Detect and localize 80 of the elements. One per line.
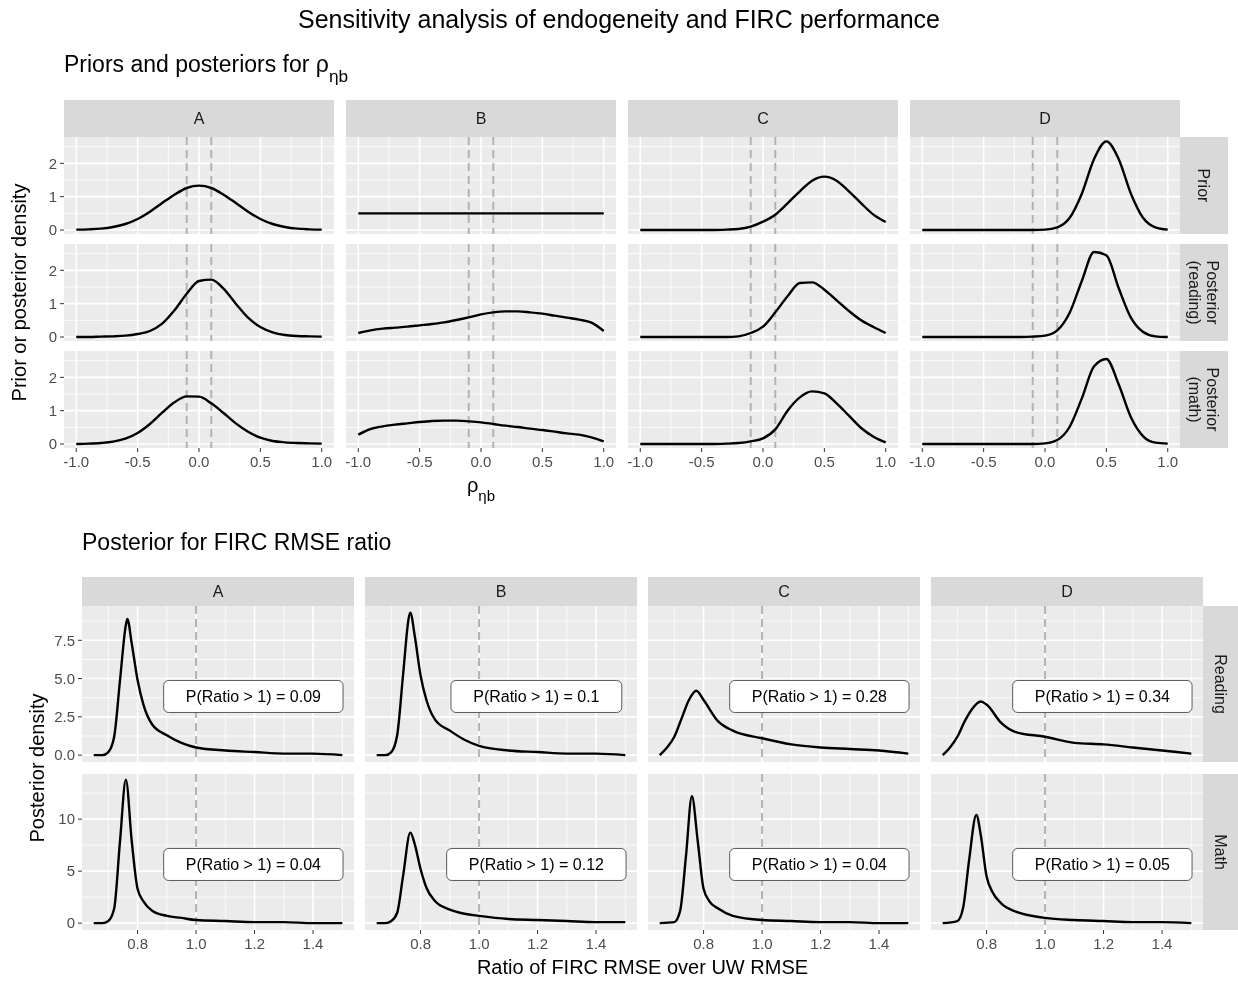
x-tick-label: 1.0 xyxy=(311,453,333,470)
y-tick-label: 2 xyxy=(48,154,57,172)
annotation: P(Ratio > 1) = 0.04 xyxy=(185,856,322,874)
x-tick-label: 0.5 xyxy=(813,453,835,470)
x-tick-label: -0.5 xyxy=(970,453,997,470)
chart-subtitle: Posterior for FIRC RMSE ratio xyxy=(82,529,392,555)
x-tick-label: -1.0 xyxy=(345,453,372,470)
x-axis-title: Ratio of FIRC RMSE over UW RMSE xyxy=(476,956,809,978)
chart-title: B xyxy=(475,110,487,128)
x-tick-label: 1.4 xyxy=(302,935,324,952)
x-tick-label: 0.5 xyxy=(1095,453,1117,470)
x-tick-label: 1.4 xyxy=(868,935,890,952)
x-tick-label: 1.2 xyxy=(527,935,548,952)
y-tick-label: 1 xyxy=(48,294,57,312)
x-tick-label: -0.5 xyxy=(124,453,151,470)
y-tick-label: 5.0 xyxy=(54,669,75,687)
y2-axis-title: Prior xyxy=(1195,168,1213,204)
x-tick-label: 0.0 xyxy=(752,453,774,470)
x-tick-label: 1.0 xyxy=(875,453,897,470)
annotation: P(Ratio > 1) = 0.04 xyxy=(751,856,888,874)
x-tick-label: 1.0 xyxy=(1034,935,1056,952)
y-tick-label: 2 xyxy=(48,368,57,386)
y-tick-label: 0 xyxy=(48,328,57,346)
y-tick-label: 0 xyxy=(48,221,57,239)
text: Sensitivity analysis of endogeneity and FIRC performance xyxy=(298,5,940,33)
x-tick-label: 1.4 xyxy=(1151,935,1173,952)
x-tick-label: 0.0 xyxy=(1034,453,1056,470)
y-tick-label: 5 xyxy=(66,862,75,880)
x-tick-label: 0.5 xyxy=(249,453,271,470)
y-tick-label: 1 xyxy=(48,187,57,205)
annotation: P(Ratio > 1) = 0.28 xyxy=(751,688,888,706)
x-tick-label: 1.2 xyxy=(1093,935,1114,952)
chart-subtitle: Priors and posteriors for ρ$_{ηb}$ xyxy=(64,51,349,86)
chart-title: D xyxy=(1039,110,1051,128)
y-tick-label: 0.0 xyxy=(54,746,75,764)
y-tick-label: 1 xyxy=(48,401,57,419)
chart-title: B xyxy=(495,583,507,601)
y-axis-title: Prior or posterior density xyxy=(8,183,30,402)
x-tick-label: -0.5 xyxy=(406,453,433,470)
x-tick-label: 0.0 xyxy=(188,453,210,470)
y2-axis-title: Reading xyxy=(1212,654,1230,714)
x-axis-title: ρ$_{ηb}$ xyxy=(466,474,496,504)
annotation: P(Ratio > 1) = 0.09 xyxy=(185,688,322,706)
x-tick-label: 1.0 xyxy=(185,935,207,952)
x-tick-label: 0.8 xyxy=(693,935,714,952)
y2-axis-title: Math xyxy=(1212,834,1230,870)
x-tick-label: -1.0 xyxy=(63,453,90,470)
chart-title: C xyxy=(757,110,769,128)
x-tick-label: -1.0 xyxy=(909,453,936,470)
x-tick-label: 1.0 xyxy=(751,935,773,952)
x-tick-label: 1.2 xyxy=(244,935,265,952)
y-tick-label: 7.5 xyxy=(54,631,75,649)
y-tick-label: 2 xyxy=(48,261,57,279)
y-tick-label: 10 xyxy=(58,810,75,828)
x-tick-label: 0.8 xyxy=(976,935,997,952)
y-axis-title: Posterior density xyxy=(26,693,48,843)
y-tick-label: 0 xyxy=(48,435,57,453)
y-tick-label: 2.5 xyxy=(54,708,75,726)
annotation: P(Ratio > 1) = 0.1 xyxy=(473,688,600,706)
x-tick-label: 1.0 xyxy=(593,453,615,470)
chart-title: D xyxy=(1061,583,1073,601)
x-tick-label: 1.0 xyxy=(468,935,490,952)
chart-title: A xyxy=(193,110,205,128)
x-tick-label: 1.2 xyxy=(810,935,831,952)
chart-title: C xyxy=(778,583,790,601)
x-tick-label: 0.8 xyxy=(410,935,431,952)
x-tick-label: 1.0 xyxy=(1157,453,1179,470)
annotation: P(Ratio > 1) = 0.34 xyxy=(1034,688,1171,706)
x-tick-label: 1.4 xyxy=(585,935,607,952)
chart-title: A xyxy=(212,583,224,601)
x-tick-label: -0.5 xyxy=(688,453,715,470)
x-tick-label: 0.8 xyxy=(127,935,148,952)
y2-axis-title: Posterior (reading) xyxy=(1186,260,1222,326)
annotation: P(Ratio > 1) = 0.12 xyxy=(468,856,605,874)
x-tick-label: -1.0 xyxy=(627,453,654,470)
y-tick-label: 0 xyxy=(66,914,75,932)
x-tick-label: 0.5 xyxy=(531,453,553,470)
annotation: P(Ratio > 1) = 0.05 xyxy=(1034,856,1171,874)
y2-axis-title: Posterior (math) xyxy=(1186,367,1222,433)
x-tick-label: 0.0 xyxy=(470,453,492,470)
